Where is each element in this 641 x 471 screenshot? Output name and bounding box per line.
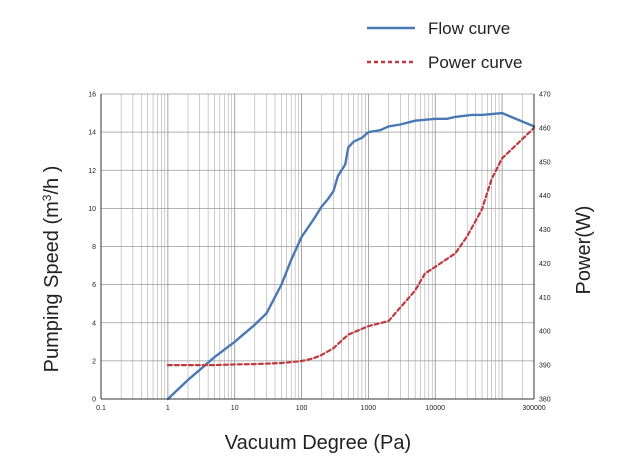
flow-curve-line (166, 111, 536, 401)
legend-flow-label: Flow curve (428, 19, 510, 38)
x-tick-label: 10 (231, 405, 239, 412)
power-curve-line (166, 126, 536, 367)
y-axis-title-main: Pumping Speed (m (41, 201, 63, 372)
y-tick-label: 14 (88, 130, 96, 137)
x-axis-title: Vacuum Degree (Pa) (225, 432, 411, 454)
y-tick-label: 6 (92, 282, 96, 289)
grid (100, 93, 535, 400)
x-tick-label: 0.1 (96, 405, 106, 412)
x-tick-label: 300000 (522, 405, 545, 412)
legend-power-label: Power curve (428, 53, 522, 72)
y2-tick-label: 410 (539, 295, 551, 302)
y2-tick-label: 450 (539, 159, 551, 166)
y2-tick-label: 430 (539, 227, 551, 234)
x-tick-label: 10000 (426, 405, 446, 412)
y2-tick-label: 420 (539, 261, 551, 268)
y-tick-label: 2 (92, 358, 96, 365)
y2-tick-label: 470 (539, 92, 551, 99)
x-tick-label: 1 (166, 405, 170, 412)
y2-axis-title: Power(W) (573, 206, 595, 295)
y2-tick-label: 460 (539, 125, 551, 132)
y-tick-label: 8 (92, 244, 96, 251)
y-tick-label: 0 (92, 397, 96, 404)
y-tick-label: 4 (92, 320, 96, 327)
y2-tick-label: 440 (539, 193, 551, 200)
y-tick-label: 16 (88, 92, 96, 99)
y-tick-label: 10 (88, 206, 96, 213)
axes: 0 2 4 6 8 10 12 14 16 380 390 400 410 420 430 440 450 460… (88, 92, 551, 413)
y2-tick-label: 400 (539, 329, 551, 336)
y2-tick-label: 390 (539, 363, 551, 370)
y-tick-label: 12 (88, 168, 96, 175)
legend: Flow curve Power curve (367, 19, 522, 72)
x-tick-label: 1000 (361, 405, 377, 412)
y-axis-title-unit: /h ) (41, 166, 63, 195)
x-tick-label: 100 (296, 405, 308, 412)
y-axis-title: Pumping Speed (m3/h ) (40, 166, 63, 373)
y-axis-title-superscript: 3 (40, 194, 54, 201)
y2-tick-label: 380 (539, 397, 551, 404)
series-layer (166, 111, 536, 401)
